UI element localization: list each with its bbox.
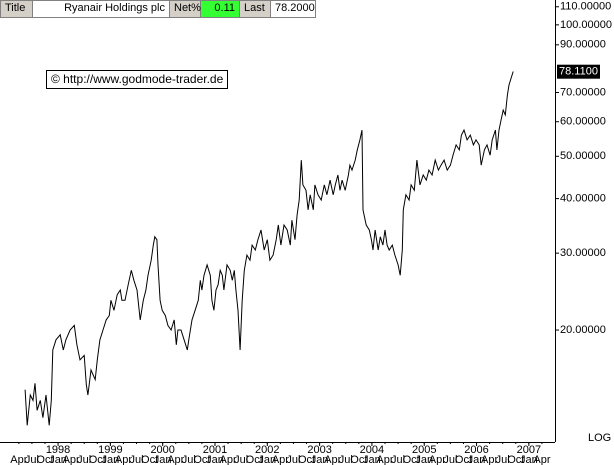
month-tick-label: Jul: [234, 454, 248, 465]
header-cell: 78.2000: [275, 2, 315, 14]
y-tick-label: 60.00000: [560, 116, 606, 128]
month-tick-label: Jan: [154, 454, 172, 465]
month-tick-label: Apr: [167, 454, 184, 465]
month-tick-label: Jul: [496, 454, 510, 465]
header-cell: Net%: [170, 1, 201, 17]
header-cell: Ryanair Holdings plc: [33, 1, 170, 17]
month-tick-label: Jul: [443, 454, 457, 465]
x-tick-label: 2000: [150, 444, 174, 456]
month-tick-label: Jul: [77, 454, 91, 465]
last-price-label: 78.1100: [559, 66, 598, 78]
month-tick-label: Oct: [36, 454, 53, 465]
month-tick-label: Apr: [481, 454, 498, 465]
month-tick-label: Jan: [468, 454, 486, 465]
x-tick-label: 2006: [464, 444, 488, 456]
month-tick-label: Apr: [324, 454, 341, 465]
y-tick-label: 90.00000: [560, 39, 606, 51]
month-tick-label: Oct: [298, 454, 315, 465]
header-cell: 0.11: [201, 1, 240, 17]
month-tick-label: Jul: [286, 454, 300, 465]
month-tick-label: Oct: [193, 454, 210, 465]
month-tick-label: Apr: [272, 454, 289, 465]
price-line: [24, 71, 514, 426]
month-tick-label: Jan: [415, 454, 433, 465]
month-tick-label: Jul: [182, 454, 196, 465]
month-tick-label: Jan: [520, 454, 538, 465]
month-tick-label: Jan: [101, 454, 119, 465]
header: Title Ryanair Holdings plc Net% 0.11 Las…: [0, 0, 316, 18]
y-tick-label: 50.00000: [560, 150, 606, 162]
y-tick-label: 70.00000: [560, 86, 606, 98]
month-tick-label: Oct: [350, 454, 367, 465]
x-tick-label: 2004: [360, 444, 384, 456]
month-tick-label: Jan: [49, 454, 67, 465]
x-tick-label: 2003: [307, 444, 331, 456]
month-tick-label: Oct: [455, 454, 472, 465]
month-tick-label: Apr: [63, 454, 80, 465]
y-tick-label: 30.00000: [560, 247, 606, 259]
scale-label: LOG: [588, 432, 611, 444]
month-tick-label: Jan: [311, 454, 329, 465]
month-tick-label: Jan: [206, 454, 224, 465]
x-tick-label: 1999: [98, 444, 122, 456]
x-tick-label: 2001: [203, 444, 227, 456]
month-tick-label: Oct: [403, 454, 420, 465]
month-tick-label: Apr: [10, 454, 27, 465]
watermark: © http://www.godmode-trader.de: [46, 70, 229, 89]
y-tick-label: 40.00000: [560, 193, 606, 205]
y-tick-label: 20.00000: [560, 324, 606, 336]
month-tick-label: Jan: [258, 454, 276, 465]
month-tick-label: Jul: [339, 454, 353, 465]
month-tick-label: Oct: [141, 454, 158, 465]
month-tick-label: Jul: [391, 454, 405, 465]
month-tick-label: Oct: [89, 454, 106, 465]
y-tick-label: 100.00000: [560, 19, 612, 31]
x-tick-label: 2002: [255, 444, 279, 456]
month-tick-label: Apr: [533, 454, 550, 465]
month-tick-label: Apr: [220, 454, 237, 465]
last-price-box: [557, 64, 600, 79]
month-tick-label: Jul: [129, 454, 143, 465]
month-tick-label: Oct: [246, 454, 263, 465]
month-tick-label: Apr: [429, 454, 446, 465]
month-tick-label: Jul: [25, 454, 39, 465]
month-tick-label: Apr: [376, 454, 393, 465]
month-tick-label: Oct: [507, 454, 524, 465]
header-cell: Last: [240, 1, 271, 17]
month-tick-label: Jan: [363, 454, 381, 465]
y-tick-label: 110.00000: [560, 1, 611, 13]
month-tick-label: Apr: [115, 454, 132, 465]
x-tick-label: 2007: [517, 444, 541, 456]
x-tick-label: 1998: [46, 444, 70, 456]
x-tick-label: 2005: [412, 444, 436, 456]
header-cell: Title: [1, 1, 33, 17]
